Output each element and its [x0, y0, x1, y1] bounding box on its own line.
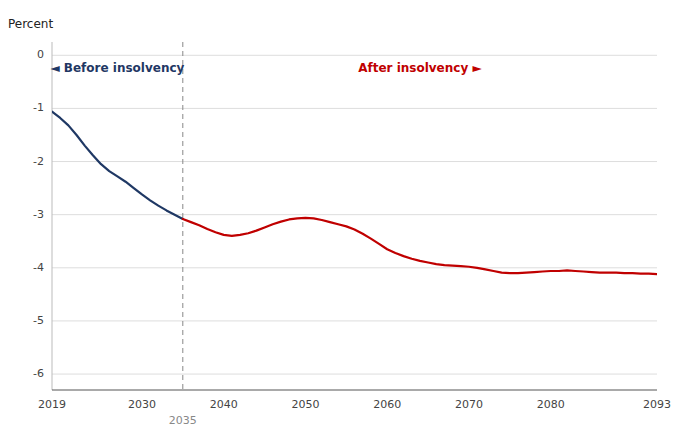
series-line [52, 112, 183, 219]
y-tick-label: -1 [33, 101, 44, 114]
x-tick-label: 2093 [643, 398, 671, 411]
x-tick-label: 2019 [38, 398, 66, 411]
grid [52, 55, 657, 374]
grid-line [52, 374, 657, 375]
y-tick-label: -5 [33, 314, 44, 327]
reference-line [182, 42, 183, 390]
x-tick-label: 2030 [128, 398, 156, 411]
annotation: After insolvency ► [358, 61, 482, 75]
y-axis-label: Percent [8, 17, 53, 31]
series-group [52, 112, 657, 275]
y-tick-label: 0 [37, 48, 44, 61]
grid-line [52, 267, 657, 268]
x-tick-label: 2050 [291, 398, 319, 411]
y-tick-label: -6 [33, 367, 44, 380]
reference-label: 2035 [169, 414, 197, 427]
x-axis-line [52, 390, 657, 391]
grid-line [52, 55, 657, 56]
grid-line [52, 214, 657, 215]
chart: 0 -1 -2 -3 -4 -5 -6 2019 2030 2040 2050 2060 2070 208… [0, 0, 681, 434]
y-tick-label: -3 [33, 208, 44, 221]
series-line [183, 218, 657, 274]
x-tick-label: 2060 [373, 398, 401, 411]
grid-line [52, 161, 657, 162]
annotation: ◄ Before insolvency [50, 61, 184, 75]
grid-line [52, 108, 657, 109]
x-tick-label: 2080 [537, 398, 565, 411]
y-tick-label: -2 [33, 155, 44, 168]
x-tick-label: 2070 [455, 398, 483, 411]
y-axis-line [52, 42, 53, 390]
grid-line [52, 320, 657, 321]
x-tick-label: 2040 [210, 398, 238, 411]
y-tick-label: -4 [33, 261, 44, 274]
